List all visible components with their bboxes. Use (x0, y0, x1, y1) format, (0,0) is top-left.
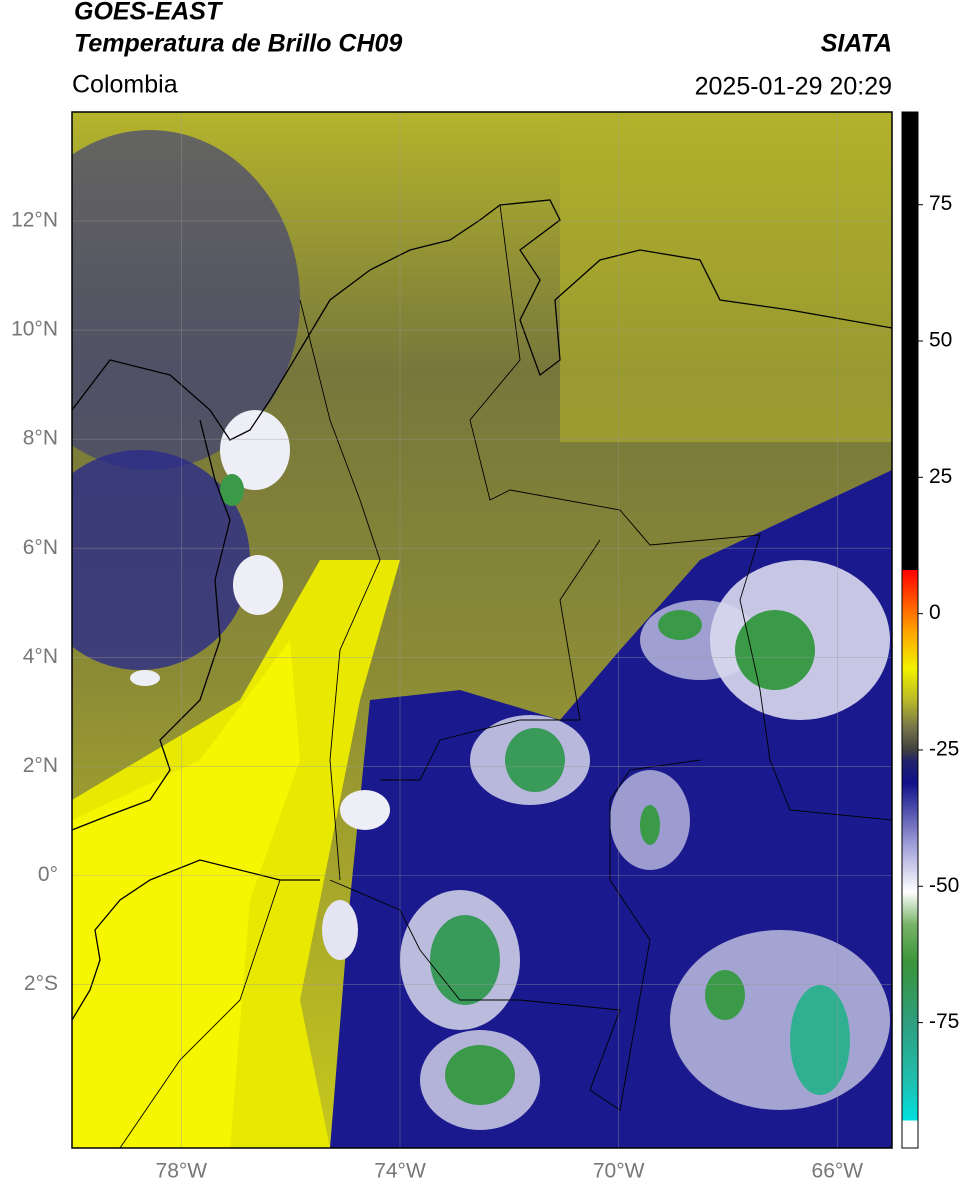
y-tick-label: 6°N (23, 536, 58, 559)
y-tick-label: 10°N (11, 318, 58, 341)
datetime: 2025-01-29 20:29 (695, 73, 892, 101)
subtitle: Temperatura de Brillo CH09 (74, 30, 402, 58)
y-tick-label: 4°N (23, 645, 58, 668)
x-tick-label: 70°W (593, 1160, 645, 1183)
colorbar-tick-label: 50 (929, 329, 952, 352)
y-tick-label: 8°N (23, 427, 58, 450)
satellite-image (72, 112, 892, 1148)
map-frame (71, 111, 893, 1149)
colorbar-tick-label: 75 (929, 192, 952, 215)
colorbar-tick-label: 0 (929, 601, 941, 624)
y-tick-label: 12°N (11, 209, 58, 232)
y-tick-label: 2°N (23, 754, 58, 777)
colorbar-tick-label: -25 (929, 738, 959, 761)
colorbar (901, 111, 919, 1149)
region: Colombia (72, 71, 178, 99)
colorbar-tick-label: -75 (929, 1010, 959, 1033)
source: SIATA (821, 30, 892, 58)
y-tick-label: 2°S (24, 972, 58, 995)
colorbar-tick-label: -50 (929, 874, 959, 897)
title: GOES-EAST (74, 0, 224, 26)
x-tick-label: 66°W (812, 1160, 864, 1183)
colorbar-tick-label: 25 (929, 465, 952, 488)
x-tick-label: 74°W (374, 1160, 426, 1183)
y-tick-label: 0° (38, 863, 58, 886)
x-tick-label: 78°W (156, 1160, 208, 1183)
